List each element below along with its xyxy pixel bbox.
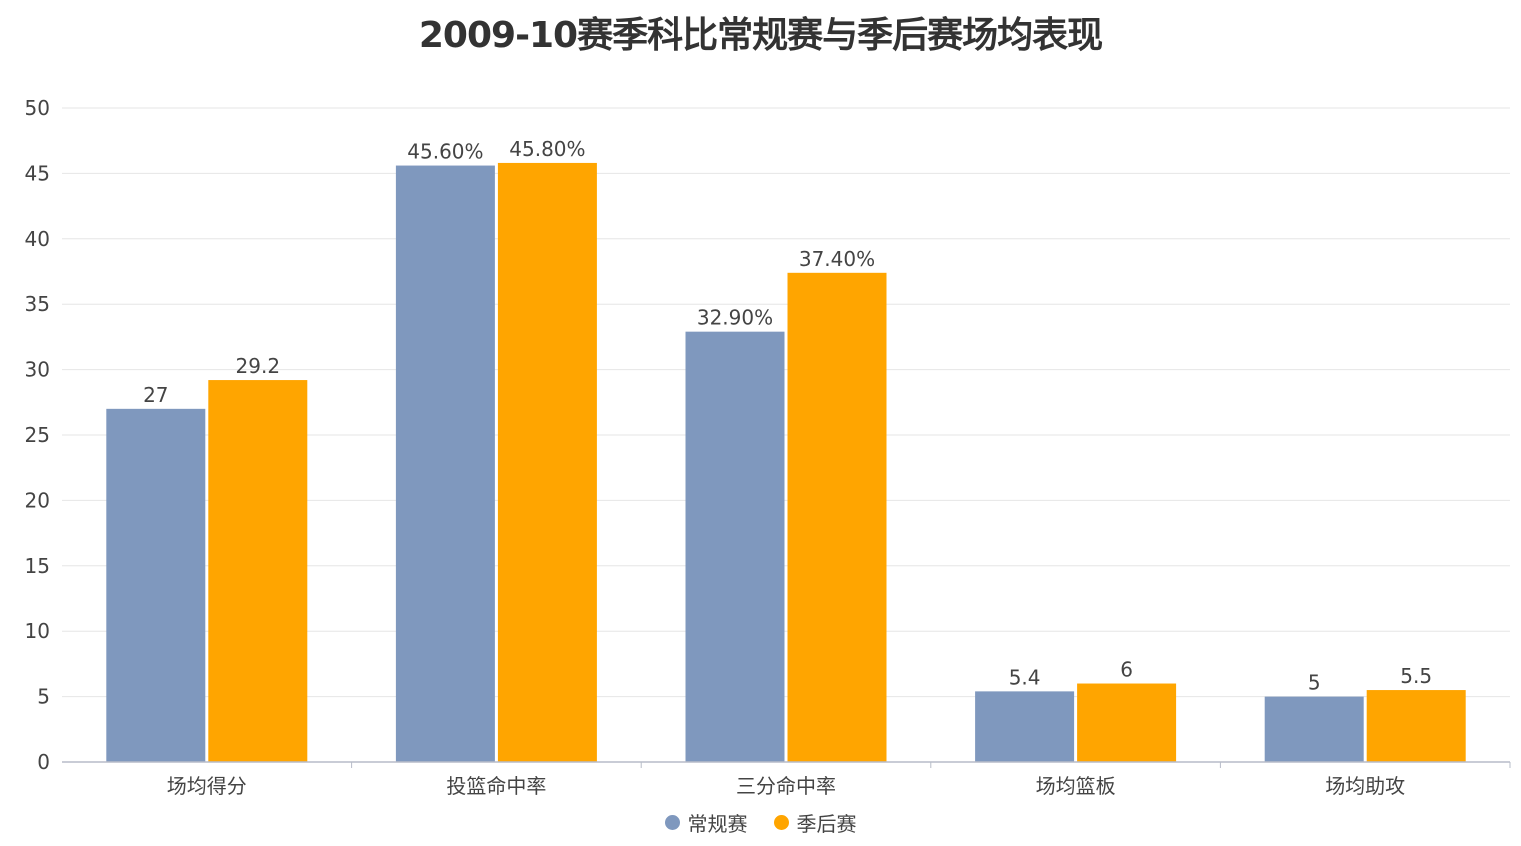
y-tick-label: 5 [37,685,50,709]
bar-value-label: 27 [143,383,168,407]
bar[interactable] [1366,690,1466,762]
bar-value-label: 29.2 [236,354,281,378]
y-tick-label: 0 [37,750,50,774]
bar-value-label: 37.40% [799,247,875,271]
y-tick-label: 10 [25,619,50,643]
y-tick-label: 25 [25,423,50,447]
x-axis [62,761,1511,768]
y-tick-label: 15 [25,554,50,578]
bar-value-label: 45.80% [509,137,585,161]
bar-value-label: 5.4 [1009,665,1041,689]
bar[interactable] [685,331,785,762]
x-category-label: 投篮命中率 [446,774,546,798]
bar-value-label: 5 [1308,671,1321,695]
y-tick-label: 45 [25,161,50,185]
bar[interactable] [106,408,206,762]
legend: 常规赛 季后赛 [0,808,1521,837]
bar[interactable] [497,162,597,762]
legend-item-playoffs[interactable]: 季后赛 [773,808,857,837]
bar[interactable] [787,272,887,762]
y-tick-label: 40 [25,227,50,251]
legend-item-regular-season[interactable]: 常规赛 [664,808,748,837]
y-axis-ticks: 0 5 10 15 20 25 30 35 40 45 50 [25,96,50,774]
x-axis-categories: 场均得分 投篮命中率 三分命中率 场均篮板 场均助攻 [167,774,1405,798]
bar-value-label: 5.5 [1400,664,1432,688]
legend-dot-regular-season [664,815,680,830]
x-category-label: 三分命中率 [736,774,836,798]
bar[interactable] [1264,696,1364,762]
bar-value-label: 32.90% [697,306,773,330]
bar-value-label: 45.60% [407,140,483,164]
bars [106,162,1466,762]
y-tick-label: 35 [25,292,50,316]
x-category-label: 场均篮板 [1036,774,1116,798]
bar[interactable] [975,691,1075,762]
bar-value-label: 6 [1120,658,1133,682]
legend-label-regular-season: 常规赛 [687,812,748,836]
legend-label-playoffs: 季后赛 [796,812,857,836]
legend-dot-playoffs [773,815,789,830]
bar[interactable] [208,380,308,762]
chart-title: 2009-10赛季科比常规赛与季后赛场均表现 [418,15,1103,56]
y-tick-label: 50 [25,96,50,120]
x-category-label: 场均得分 [167,774,247,798]
y-tick-label: 20 [25,488,50,512]
bar[interactable] [1077,683,1177,762]
bar[interactable] [395,165,495,762]
y-tick-label: 30 [25,358,50,382]
x-category-label: 场均助攻 [1325,774,1405,798]
data-labels: 27 29.2 45.60% 45.80% 32.90% 37.40% 5.4 6 5 5.5 [143,137,1432,695]
